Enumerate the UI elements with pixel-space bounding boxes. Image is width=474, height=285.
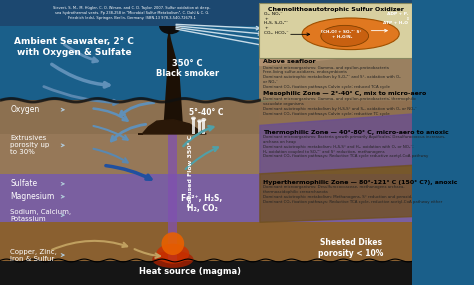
Text: Sulfate: Sulfate [10, 179, 37, 188]
Text: 350° C
Black smoker: 350° C Black smoker [156, 59, 219, 78]
Polygon shape [260, 37, 412, 100]
Polygon shape [260, 63, 412, 103]
Bar [0, 0, 412, 26]
Bar [0, 100, 412, 134]
Ellipse shape [159, 17, 182, 34]
Bar [0, 0, 412, 26]
Ellipse shape [321, 25, 369, 46]
Polygon shape [138, 120, 206, 134]
Text: Sievert, S. M., M. Hügler, C. O. Wirsen, and C. D. Taylor. 2007. Sulfur oxidatio: Sievert, S. M., M. Hügler, C. O. Wirsen,… [53, 6, 210, 20]
Text: Sheeted Dikes
porosity < 10%: Sheeted Dikes porosity < 10% [318, 238, 383, 258]
Text: 5°-40° C: 5°-40° C [189, 108, 223, 117]
Text: Mesophilic Zone — 2°-40° C, mix to micro-aero: Mesophilic Zone — 2°-40° C, mix to micro… [263, 91, 427, 96]
Text: O₂, NO₃⁻
+
H₂S, S₂O₃²⁻
+
CO₂, HCO₃⁻: O₂, NO₃⁻ + H₂S, S₂O₃²⁻ + CO₂, HCO₃⁻ [264, 12, 289, 34]
Bar [202, 120, 205, 134]
Text: Focused Flow 350° C: Focused Flow 350° C [188, 135, 193, 207]
Ellipse shape [152, 251, 193, 268]
Bar [192, 118, 195, 134]
Ellipse shape [162, 11, 183, 21]
Bar [198, 121, 201, 134]
Text: Thermophilic Zone — 40°-80° C, micro-aero to anoxic: Thermophilic Zone — 40°-80° C, micro-aer… [263, 130, 449, 135]
Bar [0, 134, 412, 174]
Text: Fe²⁺, H₂S,
H₂, CO₂: Fe²⁺, H₂S, H₂, CO₂ [182, 194, 223, 213]
Ellipse shape [201, 118, 206, 121]
Text: Copper, Zinc,
Iron & Sulfur: Copper, Zinc, Iron & Sulfur [10, 249, 57, 262]
Text: Hyperthermophilic Zone — 80°-121° C (150° C?), anoxic: Hyperthermophilic Zone — 80°-121° C (150… [263, 180, 458, 185]
Ellipse shape [156, 244, 189, 264]
Polygon shape [163, 28, 183, 134]
Ellipse shape [197, 119, 202, 123]
Polygon shape [260, 91, 412, 125]
Polygon shape [260, 37, 412, 66]
Text: Dominant microorganisms: Gamma- and epsilon-proteobacteria; thermophilic
vacuola: Dominant microorganisms: Gamma- and epsi… [263, 97, 417, 116]
Text: Dominant microorganisms: Bacteria growth primarily Aquificales; Desulfurococcus : Dominant microorganisms: Bacteria growth… [263, 135, 446, 158]
Text: Dominant microorganisms: Gamma- and epsilon-proteobacteria
Free-living sulfur-ox: Dominant microorganisms: Gamma- and epsi… [263, 66, 401, 89]
Text: [CH₂O] + SO₄²⁻ S°
+ H₂O/N₂: [CH₂O] + SO₄²⁻ S° + H₂O/N₂ [321, 30, 362, 39]
Text: Extrusives
porosity up
to 30%: Extrusives porosity up to 30% [10, 135, 50, 155]
Bar [168, 134, 177, 261]
Polygon shape [260, 165, 412, 222]
Text: Dominant microorganisms: Desulfurococcaceae, methanogens archaea,
thermoacidophi: Dominant microorganisms: Desulfurococcac… [263, 185, 442, 203]
Text: Magnesium: Magnesium [10, 192, 55, 201]
Bar [0, 174, 412, 222]
Bar [0, 261, 412, 285]
Text: ADP + Pᵢ
⇕
ATP + H₂O: ADP + Pᵢ ⇕ ATP + H₂O [383, 12, 409, 25]
Ellipse shape [191, 117, 196, 120]
Text: Sodium, Calcium,
Potassium: Sodium, Calcium, Potassium [10, 209, 72, 222]
Bar [0, 26, 412, 100]
FancyBboxPatch shape [259, 3, 412, 58]
Text: Ambient Seawater, 2° C
with Oxygen & Sulfate: Ambient Seawater, 2° C with Oxygen & Sul… [14, 37, 134, 57]
Ellipse shape [302, 18, 399, 50]
Bar [0, 222, 412, 261]
Text: Chemolithoautotrophic Sulfur Oxidizer: Chemolithoautotrophic Sulfur Oxidizer [268, 7, 404, 12]
Text: Heat source (magma): Heat source (magma) [139, 267, 241, 276]
Text: Oxygen: Oxygen [10, 105, 39, 114]
Polygon shape [260, 114, 412, 174]
Ellipse shape [162, 232, 184, 255]
Ellipse shape [160, 14, 176, 26]
Text: Above seafloor: Above seafloor [263, 59, 316, 64]
